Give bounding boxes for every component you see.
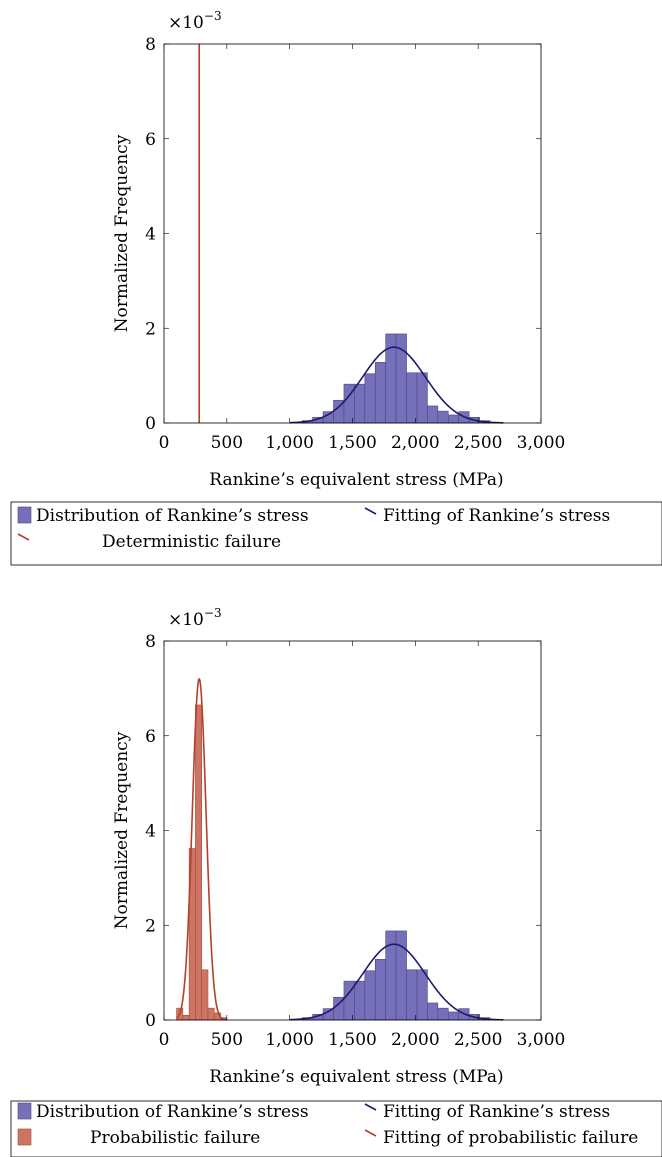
- rankine-histogram-bar: [374, 959, 386, 1021]
- legend-swatch-distribution-of-rankine-s-stress: [17, 1102, 32, 1120]
- x-tick-label: 1,500: [328, 433, 377, 453]
- plot-frame: [163, 43, 542, 424]
- rankine-histogram-bar: [364, 373, 376, 424]
- rankine-histogram-bar: [406, 372, 418, 424]
- y-axis-label: Normalized Frequency: [112, 134, 132, 332]
- x-tick-label: 2,000: [391, 1030, 440, 1050]
- x-tick-label: 1,000: [265, 1030, 314, 1050]
- chart-1: 0 500 1,000 1,500 2,000 2,500 3,000 0 2 4 6 8 ×10−3 R…: [10, 9, 662, 566]
- legend-swatch-distribution-of-rankine-s-stress: [17, 506, 32, 524]
- chart-2: 0 500 1,000 1,500 2,000 2,500 3,000 0 2 4 6 8 ×10−3 R…: [10, 606, 662, 1157]
- legend-label-deterministic-failure: Deterministic failure: [102, 532, 281, 552]
- rankine-histogram-bar: [322, 411, 334, 424]
- exponent-power: −3: [204, 9, 222, 23]
- y-tick-label: 4: [145, 822, 156, 842]
- y-tick-label: 0: [145, 1011, 156, 1031]
- failure-histogram-bar: [195, 704, 202, 1021]
- x-tick-label: 3,000: [517, 1030, 566, 1050]
- rankine-histogram-bar: [374, 362, 386, 424]
- x-tick-label: 0: [159, 433, 170, 453]
- x-tick-label: 0: [159, 1030, 170, 1050]
- rankine-histogram-bar: [437, 1007, 449, 1021]
- rankine-histogram-bar: [447, 414, 459, 424]
- rankine-histogram-bar: [416, 372, 428, 424]
- y-tick-label: 8: [145, 35, 156, 55]
- rankine-histogram-bar: [406, 969, 418, 1021]
- x-tick-label: 2,500: [454, 1030, 503, 1050]
- legend-swatch-fitting-of-rankine-s-stress: [364, 1103, 377, 1111]
- y-tick-label: 4: [145, 225, 156, 245]
- y-tick-label: 8: [145, 632, 156, 652]
- legend-label-fitting-of-rankine-s-stress: Fitting of Rankine’s stress: [383, 1102, 610, 1122]
- x-tick-label: 3,000: [517, 433, 566, 453]
- rankine-fit-curve: [289, 346, 504, 424]
- exponent-base: ×10: [168, 13, 204, 33]
- x-tick-label: 2,000: [391, 433, 440, 453]
- probabilistic-failure-fit-curve: [176, 677, 227, 1021]
- rankine-fit-curve: [289, 943, 504, 1021]
- rankine-histogram-bar: [447, 1011, 459, 1021]
- legend-label-fitting-of-rankine-s-stress: Fitting of Rankine’s stress: [383, 506, 610, 526]
- rankine-histogram-bar: [322, 1008, 334, 1021]
- legend-label-distribution-of-rankine-s-stress: Distribution of Rankine’s stress: [36, 506, 309, 526]
- legend-swatch-probabilistic-failure: [17, 1128, 32, 1146]
- exponent-base: ×10: [168, 610, 204, 630]
- legend-label-fitting-of-probabilistic-failure: Fitting of probabilistic failure: [383, 1128, 638, 1148]
- y-axis-exponent: ×10−3: [168, 9, 222, 33]
- legend-2: Distribution of Rankine’s stress Fitting …: [10, 1100, 662, 1157]
- y-tick-label: 0: [145, 414, 156, 434]
- y-tick-label: 6: [145, 727, 156, 747]
- exponent-power: −3: [204, 606, 222, 620]
- y-tick-label: 2: [145, 916, 156, 936]
- legend-box: [10, 1100, 662, 1157]
- x-axis-label: Rankine’s equivalent stress (MPa): [209, 470, 503, 490]
- x-tick-label: 1,500: [328, 1030, 377, 1050]
- x-axis-label: Rankine’s equivalent stress (MPa): [209, 1067, 503, 1087]
- y-tick-label: 2: [145, 319, 156, 339]
- y-axis-exponent: ×10−3: [168, 606, 222, 630]
- failure-histogram-bar: [207, 1007, 215, 1021]
- legend-swatch-fitting-of-rankine-s-stress: [364, 507, 377, 515]
- legend-swatch-fitting-of-probabilistic-failure: [364, 1129, 377, 1137]
- rankine-histogram-bar: [364, 970, 376, 1021]
- rankine-histogram-bar: [354, 980, 366, 1021]
- failure-histogram-bar: [201, 969, 209, 1021]
- plot-frame: [163, 640, 542, 1021]
- rankine-histogram-bar: [427, 405, 439, 424]
- rankine-histogram-bar: [427, 1002, 439, 1021]
- y-axis-label: Normalized Frequency: [112, 731, 132, 929]
- x-tick-label: 1,000: [265, 433, 314, 453]
- rankine-histogram-bar: [354, 383, 366, 424]
- rankine-histogram-bar: [437, 410, 449, 424]
- failure-histogram-bar: [182, 1014, 190, 1021]
- rankine-histogram-bar: [416, 969, 428, 1021]
- legend-label-probabilistic-failure: Probabilistic failure: [90, 1128, 260, 1148]
- legend-swatch-deterministic-failure: [17, 533, 30, 541]
- legend-1: Distribution of Rankine’s stress Fitting …: [10, 501, 662, 566]
- x-tick-label: 500: [211, 1030, 243, 1050]
- legend-label-distribution-of-rankine-s-stress: Distribution of Rankine’s stress: [36, 1102, 309, 1122]
- x-tick-label: 500: [211, 433, 243, 453]
- y-tick-label: 6: [145, 130, 156, 150]
- x-tick-label: 2,500: [454, 433, 503, 453]
- legend-box: [10, 501, 662, 566]
